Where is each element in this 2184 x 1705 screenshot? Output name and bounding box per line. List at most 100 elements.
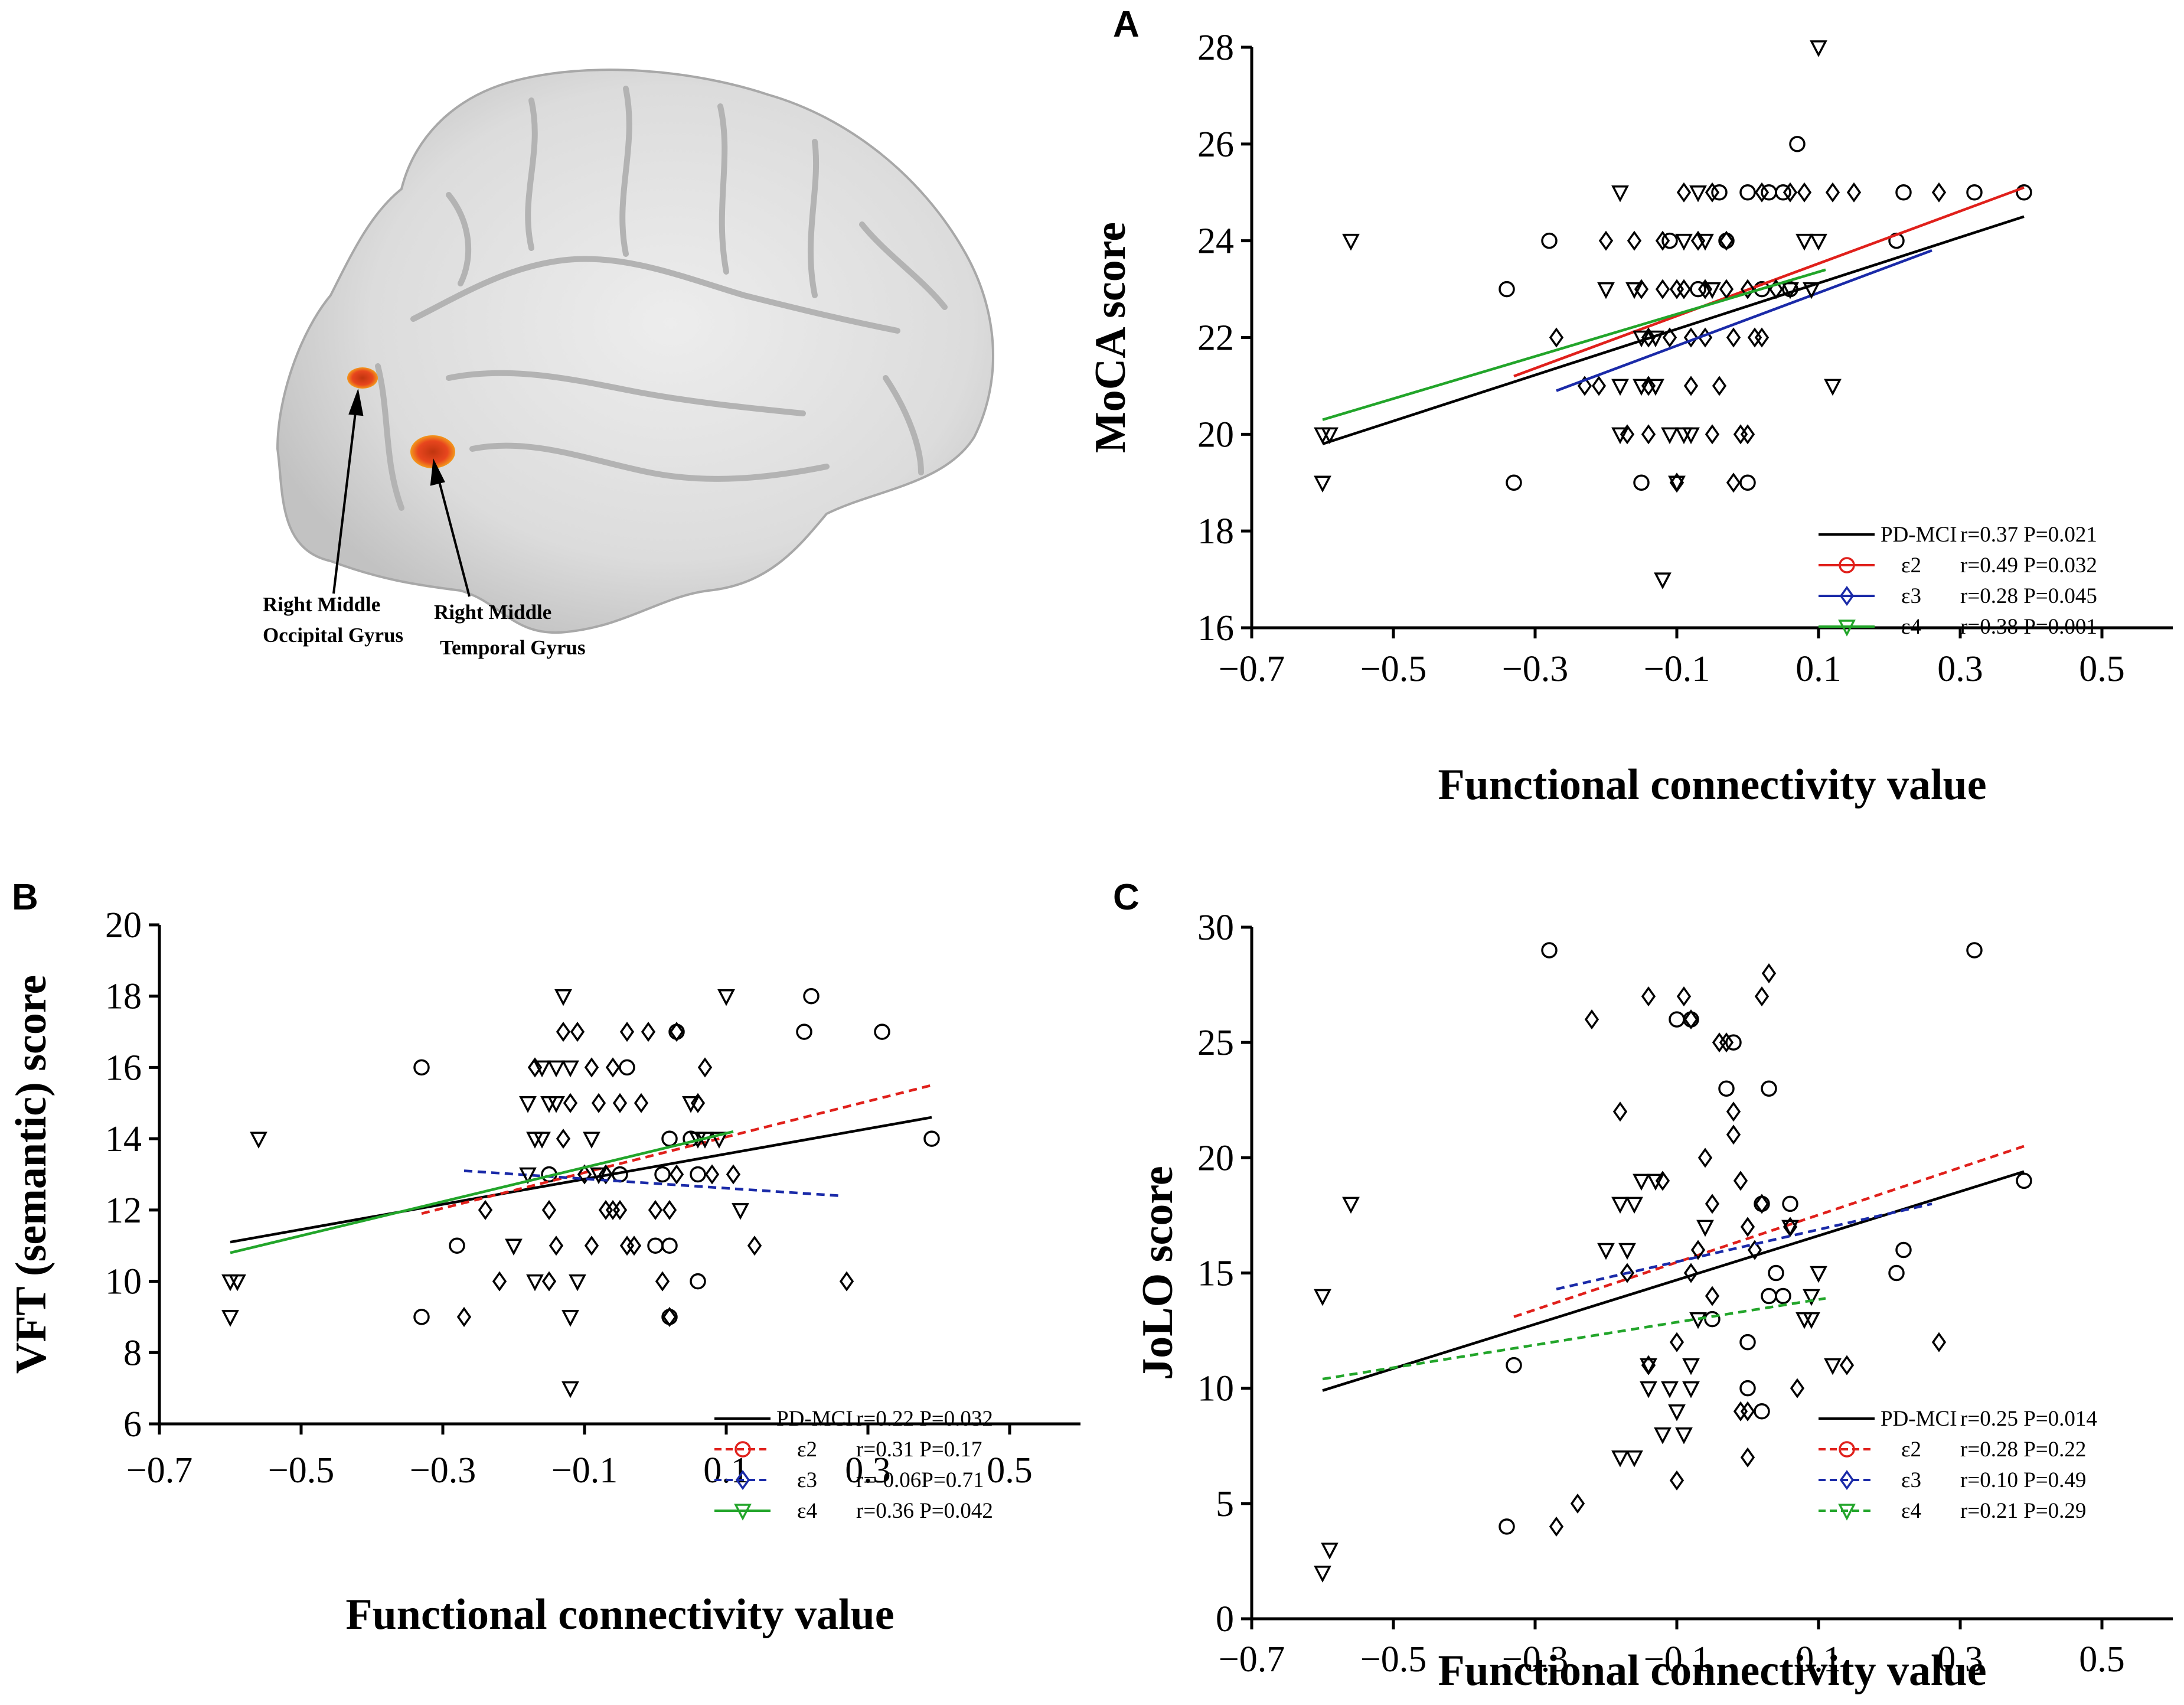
series-e4 [221,989,749,1398]
point-diamond [1719,230,1734,251]
point-diamond [1577,376,1592,396]
series-pdmci [230,1116,932,1244]
x-axis-title: Functional connectivity value [1438,1647,1986,1695]
point-diamond [1705,1194,1720,1214]
point-diamond [726,1164,741,1185]
y-tick-label: 20 [105,905,142,946]
point-triangle [1647,379,1664,396]
point-diamond [655,1271,670,1292]
activation-temporal [410,435,455,468]
fit-line-e4 [1322,268,1826,421]
point-triangle [561,1060,579,1078]
x-tick-label: −0.1 [1644,1639,1710,1680]
point-diamond [1740,424,1755,445]
x-tick-label: 0.5 [2079,1639,2125,1680]
series-e4 [1314,40,1842,589]
y-axis-title: MoCA score [1086,222,1135,453]
point-diamond [591,1093,606,1113]
point-circle [690,1273,706,1290]
x-tick-label: −0.1 [1644,649,1710,689]
x-tick-label: −0.7 [1219,649,1285,689]
point-triangle [682,1096,700,1113]
point-diamond [541,1199,557,1220]
legend-stats-e2: r=0.31 P=0.17 [856,1437,982,1462]
legend: PD-MCI r=0.37 P=0.021 ε2 r=0.49 P=0.032 ε3 r=… [1819,523,2097,639]
point-triangle [717,989,735,1006]
x-tick-label: −0.5 [1360,1639,1426,1680]
point-diamond [563,1093,578,1113]
y-tick-label: 15 [1197,1254,1234,1294]
y-tick-label: 28 [1197,28,1234,68]
point-triangle [1682,1358,1700,1375]
point-triangle [1611,1450,1629,1468]
point-diamond [492,1271,507,1292]
point-diamond [1825,182,1840,203]
point-circle [1966,184,1983,201]
point-triangle [554,989,572,1006]
series-e3 [1549,182,1947,493]
legend-name-e2: ε2 [797,1437,817,1462]
series-e2 [1499,942,2032,1535]
point-diamond [1754,327,1770,348]
point-diamond [1641,376,1656,396]
series-pdmci [1322,215,2025,445]
point-triangle [1597,282,1615,299]
point-triangle [1654,1427,1672,1445]
fit-line-e4 [230,1130,734,1254]
point-diamond [1726,327,1741,348]
point-diamond [1669,1470,1684,1491]
point-diamond [1549,327,1564,348]
point-triangle [590,1167,608,1185]
point-diamond [697,1057,713,1078]
point-triangle [710,1132,728,1149]
legend-name-pdmci: PD-MCI [776,1407,853,1431]
point-diamond [1740,279,1755,299]
y-tick-label: 18 [105,977,142,1017]
point-diamond [662,1306,677,1327]
point-triangle [221,1310,239,1327]
point-triangle [1696,1220,1714,1237]
point-circle [1895,1241,1912,1259]
point-circle [661,1237,678,1254]
point-triangle [1810,1266,1827,1283]
point-circle [1768,1264,1784,1282]
point-triangle [1824,1358,1842,1375]
point-diamond [1591,376,1607,396]
point-circle [1888,1264,1905,1282]
legend-stats-e2: r=0.28 P=0.22 [1960,1437,2086,1462]
point-triangle [1640,1358,1657,1375]
point-triangle [1803,1289,1820,1306]
point-diamond [1726,472,1741,493]
legend-name-e3: ε3 [1901,584,1921,608]
point-circle [1761,1287,1777,1305]
series-e4 [1314,1173,1842,1583]
legend-name-pdmci: PD-MCI [1881,523,1957,547]
point-triangle [1625,1450,1643,1468]
point-triangle [1633,379,1650,396]
point-circle [1499,281,1515,298]
point-diamond [704,1164,720,1185]
point-diamond [669,1164,684,1185]
point-triangle [505,1238,523,1256]
point-diamond [1846,182,1862,203]
point-triangle [1647,1173,1664,1191]
point-diamond [1669,1332,1684,1352]
point-diamond [1683,376,1699,396]
point-circle [1839,557,1855,573]
legend-name-e4: ε4 [797,1499,817,1523]
point-diamond [1634,279,1649,299]
point-triangle [1696,233,1714,251]
point-diamond [541,1271,557,1292]
point-circle [1718,1080,1735,1097]
point-triangle [1321,1543,1339,1560]
x-tick-label: 0.5 [2079,649,2125,689]
legend: PD-MCI r=0.22 P=0.032 ε2 r=0.31 P=0.17 ε3 r=-… [714,1407,993,1523]
x-tick-label: −0.7 [126,1450,192,1491]
legend-name-e2: ε2 [1901,553,1921,578]
point-diamond [1754,182,1770,203]
point-diamond [1726,1101,1741,1122]
point-circle [1541,942,1558,959]
point-circle [2016,1172,2032,1189]
point-diamond [619,1022,635,1042]
